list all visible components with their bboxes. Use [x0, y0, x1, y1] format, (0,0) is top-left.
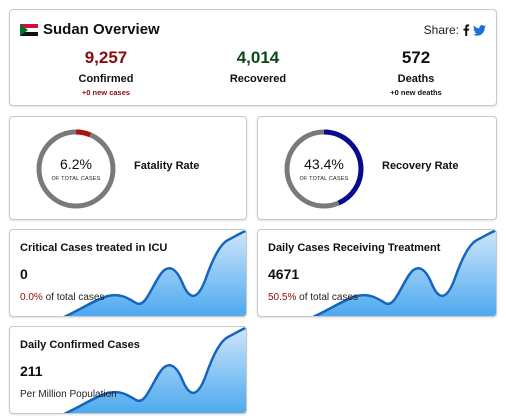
deaths-stat: 572 Deaths +0 new deaths [336, 48, 496, 97]
treatment-note-text: of total cases [296, 292, 359, 303]
treatment-note-percent: 50.5% [268, 292, 297, 303]
share-label: Share: [423, 23, 459, 37]
recovered-label: Recovered [229, 73, 287, 85]
recovery-percent: 43.4% [304, 156, 344, 172]
icu-note-percent: 0.0% [20, 292, 43, 303]
confirmed-stat: 9,257 Confirmed +0 new cases [26, 48, 186, 97]
daily-trend-graphic [63, 327, 246, 413]
icu-note-text: of total cases [42, 292, 105, 303]
sudan-flag-icon [20, 23, 38, 36]
daily-title: Daily Confirmed Cases [20, 339, 140, 351]
recovered-stat: 4,014 Recovered [178, 48, 338, 85]
treatment-value: 4671 [268, 266, 300, 282]
deaths-label: Deaths [397, 73, 435, 85]
twitter-icon[interactable] [473, 24, 486, 36]
treatment-trend-area [315, 230, 496, 316]
confirmed-label: Confirmed [78, 73, 134, 85]
daily-note: Per Million Population [20, 389, 117, 400]
deaths-value: 572 [401, 48, 431, 67]
icu-trend-line [63, 230, 246, 316]
icu-card: Critical Cases treated in ICU 0 0.0% of … [9, 229, 247, 317]
daily-confirmed-card: Daily Confirmed Cases 211 Per Million Po… [9, 326, 247, 414]
confirmed-value: 9,257 [84, 48, 128, 67]
facebook-icon[interactable] [462, 24, 470, 36]
icu-trend-area [66, 230, 246, 316]
icu-note: 0.0% of total cases [20, 292, 105, 303]
fatality-rate-card: 6.2% OF TOTAL CASES Fatality Rate [9, 116, 247, 220]
recovered-value: 4,014 [236, 48, 280, 67]
daily-value: 211 [20, 363, 43, 379]
fatality-label: Fatality Rate [134, 160, 200, 172]
fatality-ring-progress [36, 129, 116, 209]
fatality-sub: OF TOTAL CASES [51, 176, 101, 182]
recovery-rate-card: 43.4% OF TOTAL CASES Recovery Rate [257, 116, 497, 220]
confirmed-new: +0 new cases [81, 88, 131, 97]
treatment-trend-line [312, 230, 496, 316]
treatment-trend-graphic [312, 230, 496, 316]
deaths-new: +0 new deaths [390, 88, 442, 97]
recovery-ring-text: 43.4% OF TOTAL CASES [282, 127, 366, 211]
icu-value: 0 [20, 266, 28, 282]
treatment-card: Daily Cases Receiving Treatment 4671 50.… [257, 229, 497, 317]
treatment-note: 50.5% of total cases [268, 292, 358, 303]
icu-trend-graphic [63, 230, 246, 316]
daily-trend-area [66, 327, 246, 413]
recovery-ring-progress [284, 129, 364, 209]
recovery-ring [284, 129, 364, 209]
treatment-title: Daily Cases Receiving Treatment [268, 242, 441, 254]
share-area: Share: [424, 23, 486, 37]
fatality-percent: 6.2% [60, 156, 92, 172]
overview-title: Sudan Overview [43, 21, 160, 38]
fatality-ring-text: 6.2% OF TOTAL CASES [34, 127, 118, 211]
recovery-label: Recovery Rate [382, 160, 459, 172]
fatality-ring [36, 129, 116, 209]
recovery-sub: OF TOTAL CASES [299, 176, 349, 182]
icu-title: Critical Cases treated in ICU [20, 242, 168, 254]
daily-trend-line [63, 327, 246, 413]
overview-header: Sudan Overview [20, 21, 160, 38]
overview-card: Sudan Overview Share: 9,257 Confirmed +0… [9, 9, 497, 106]
